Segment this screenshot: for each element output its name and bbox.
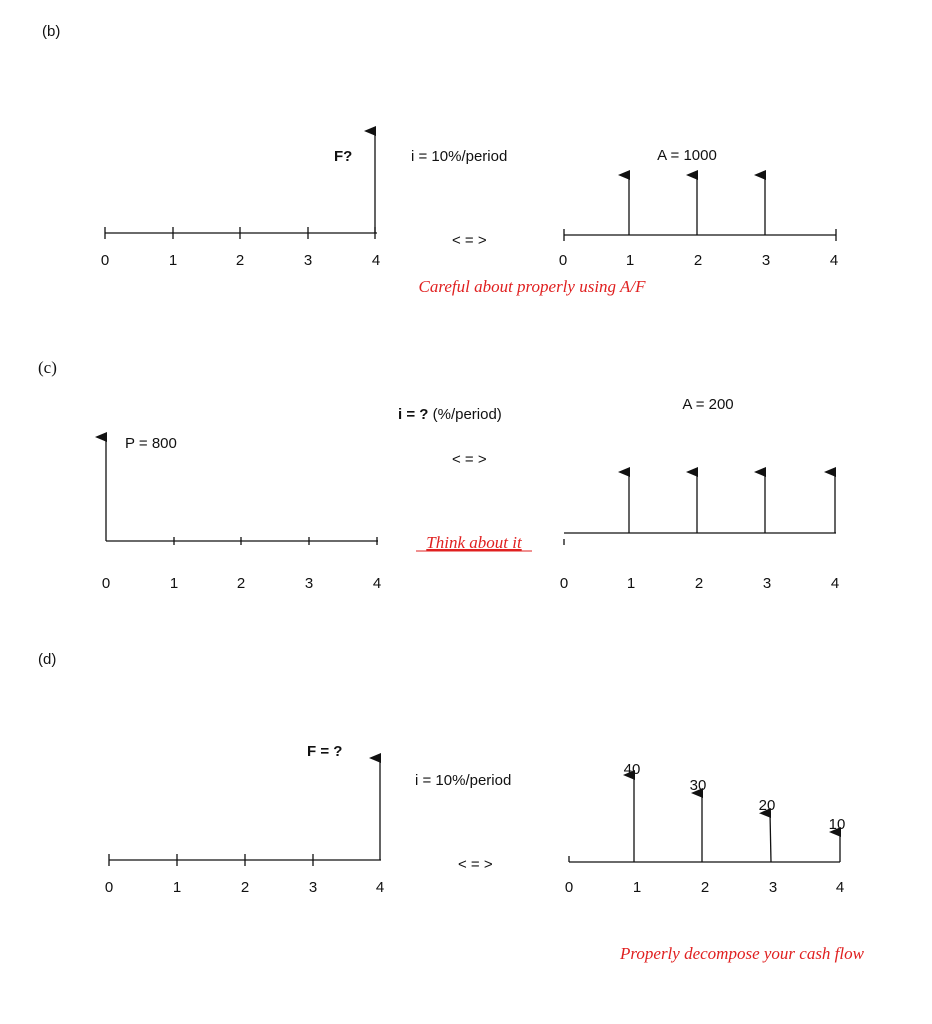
part-b: (b) 0 1 2 3 4 F? i = 10%/period < = > [42, 23, 838, 296]
part-c: (c) P = 800 0 1 2 3 4 i = ? (%/period) <… [38, 358, 839, 592]
unknown-rate: i = ? [398, 406, 428, 423]
tick-label: 3 [305, 575, 313, 592]
part-d-left-timeline: F = ? 0 1 2 3 4 [105, 743, 384, 896]
hint-note: Careful about properly using A/F [419, 277, 647, 296]
tick-label: 2 [237, 575, 245, 592]
part-d: (d) F = ? 0 1 2 3 4 i = 10%/period < = > [38, 651, 865, 963]
tick-label: 2 [701, 879, 709, 896]
tick-label: 1 [633, 879, 641, 896]
tick-label: 1 [170, 575, 178, 592]
tick-label: 2 [695, 575, 703, 592]
cash-flow-label: 40 [624, 761, 641, 778]
tick-label: 4 [830, 252, 838, 269]
tick-label: 2 [236, 252, 244, 269]
interest-rate-label: i = ? (%/period) [398, 406, 502, 423]
hint-note: Think about it [426, 533, 523, 552]
rate-unit: (%/period) [428, 406, 501, 423]
cash-flow-label: 30 [690, 777, 707, 794]
cash-flow-label: 10 [829, 816, 846, 833]
tick-label: 0 [559, 252, 567, 269]
equivalence-symbol: < = > [458, 856, 493, 873]
part-b-right-timeline: 0 1 2 3 4 A = 1000 [559, 147, 838, 269]
cash-flow-label: 20 [759, 797, 776, 814]
tick-label: 1 [627, 575, 635, 592]
tick-label: 4 [836, 879, 844, 896]
tick-label: 0 [105, 879, 113, 896]
tick-label: 0 [565, 879, 573, 896]
tick-label: 3 [762, 252, 770, 269]
future-value-label: F = ? [307, 743, 342, 760]
cash-flow-arrow [759, 807, 772, 863]
tick-label: 1 [626, 252, 634, 269]
tick-label: 4 [376, 879, 384, 896]
hint-note: Properly decompose your cash flow [619, 944, 865, 963]
interest-rate-label: i = 10%/period [415, 772, 511, 789]
part-b-left-timeline: 0 1 2 3 4 F? [101, 126, 380, 269]
part-c-left-timeline: P = 800 0 1 2 3 4 [95, 432, 381, 592]
tick-label: 0 [560, 575, 568, 592]
equivalence-symbol: < = > [452, 232, 487, 249]
interest-rate-label: i = 10%/period [411, 148, 507, 165]
annuity-amount-label: A = 1000 [657, 147, 717, 164]
tick-label: 4 [373, 575, 381, 592]
tick-label: 0 [101, 252, 109, 269]
tick-label: 2 [694, 252, 702, 269]
part-c-label: (c) [38, 358, 57, 377]
tick-label: 3 [763, 575, 771, 592]
tick-label: 0 [102, 575, 110, 592]
tick-label: 2 [241, 879, 249, 896]
equivalence-symbol: < = > [452, 451, 487, 468]
part-d-label: (d) [38, 651, 56, 668]
part-b-label: (b) [42, 23, 60, 40]
tick-label: 3 [304, 252, 312, 269]
part-c-right-timeline: A = 200 0 1 2 3 4 [560, 396, 839, 592]
part-d-right-timeline: 40 30 20 10 0 1 2 3 4 [565, 761, 846, 896]
tick-label: 4 [372, 252, 380, 269]
tick-label: 1 [169, 252, 177, 269]
tick-label: 3 [309, 879, 317, 896]
future-value-label: F? [334, 148, 352, 165]
tick-label: 1 [173, 879, 181, 896]
tick-label: 3 [769, 879, 777, 896]
annuity-amount-label: A = 200 [682, 396, 733, 413]
present-value-label: P = 800 [125, 435, 177, 452]
tick-label: 4 [831, 575, 839, 592]
